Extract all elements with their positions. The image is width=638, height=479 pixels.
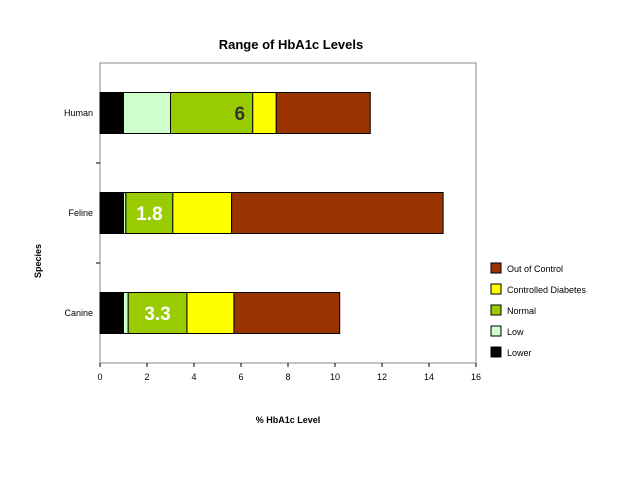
bar-canine-low <box>123 292 129 334</box>
x-tick-label: 8 <box>285 372 290 382</box>
x-tick-label: 6 <box>238 372 243 382</box>
x-tick-label: 4 <box>191 372 196 382</box>
x-tick-label: 0 <box>97 372 102 382</box>
x-tick-label: 2 <box>144 372 149 382</box>
legend-swatch-normal <box>490 304 502 316</box>
y-axis: Human Feline Canine <box>64 108 100 318</box>
category-label-canine: Canine <box>64 308 93 318</box>
annotation-human: 6 <box>234 104 245 125</box>
bar-feline-controlled-diabetes <box>172 192 233 234</box>
legend-label-out-of-control: Out of Control <box>507 264 563 274</box>
x-axis: 0 2 4 6 8 10 12 14 16 <box>97 363 481 382</box>
bar-feline-normal <box>125 192 174 234</box>
bar-canine-lower <box>99 292 124 334</box>
bar-human-lower <box>99 92 124 134</box>
annotation-canine: 3.3 <box>144 304 170 325</box>
bar-feline-lower <box>99 192 124 234</box>
bar-feline-out-of-control <box>231 192 444 234</box>
bar-canine-normal <box>127 292 188 334</box>
x-tick-label: 16 <box>471 372 481 382</box>
legend-swatch-out-of-control <box>490 262 502 274</box>
bar-canine-out-of-control <box>233 292 341 334</box>
legend-label-controlled-diabetes: Controlled Diabetes <box>507 285 587 295</box>
legend-label-lower: Lower <box>507 348 532 358</box>
category-label-human: Human <box>64 108 93 118</box>
bar-human-out-of-control <box>275 92 371 134</box>
category-label-feline: Feline <box>68 208 93 218</box>
x-tick-label: 10 <box>330 372 340 382</box>
legend-swatch-controlled-diabetes <box>490 283 502 295</box>
legend-label-low: Low <box>507 327 524 337</box>
legend: Out of Control Controlled Diabetes Normal L… <box>490 262 587 358</box>
legend-swatch-low <box>490 325 502 337</box>
annotation-feline: 1.8 <box>136 204 162 225</box>
bar-human-low <box>123 92 171 134</box>
legend-label-normal: Normal <box>507 306 536 316</box>
x-tick-label: 12 <box>377 372 387 382</box>
bar-canine-controlled-diabetes <box>186 292 235 334</box>
bars-group <box>99 92 444 334</box>
x-axis-label: % HbA1c Level <box>256 415 321 425</box>
chart-title: Range of HbA1c Levels <box>219 37 364 52</box>
annotations-group: 6 1.8 3.3 <box>136 104 245 325</box>
bar-human-normal <box>170 92 254 134</box>
x-tick-label: 14 <box>424 372 434 382</box>
legend-swatch-lower <box>490 346 502 358</box>
y-axis-label: Species <box>33 244 43 278</box>
bar-human-controlled-diabetes <box>252 92 277 134</box>
